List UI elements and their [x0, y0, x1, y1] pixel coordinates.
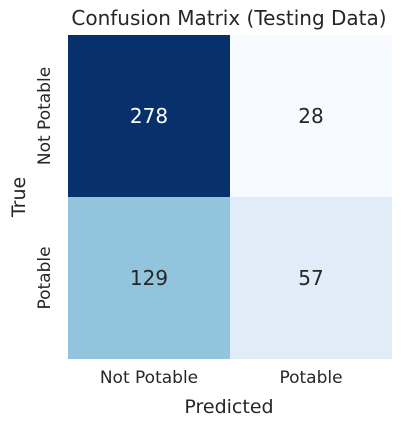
chart-title: Confusion Matrix (Testing Data) [71, 6, 386, 30]
heatmap-cell [68, 35, 230, 197]
heatmap-cell-labels: 278 28 129 57 [130, 104, 324, 290]
heatmap-cell-value: 28 [298, 104, 323, 128]
x-tick-label: Not Potable [100, 368, 198, 388]
heatmap-cell [230, 197, 392, 359]
heatmap-cell [68, 197, 230, 359]
x-axis-title: Predicted [184, 396, 273, 418]
heatmap-cell-value: 57 [298, 266, 323, 290]
heatmap-cell [230, 35, 392, 197]
heatmap-cell-value: 278 [130, 104, 168, 128]
heatmap-cells [68, 35, 392, 359]
y-tick-label: Potable [35, 246, 55, 309]
y-tick-label: Not Potable [35, 67, 55, 165]
heatmap-cell-value: 129 [130, 266, 168, 290]
y-axis-title: True [8, 177, 30, 218]
x-tick-labels: Not Potable Potable [100, 368, 343, 388]
x-tick-label: Potable [279, 368, 342, 388]
y-tick-labels: Not Potable Potable [35, 67, 55, 310]
